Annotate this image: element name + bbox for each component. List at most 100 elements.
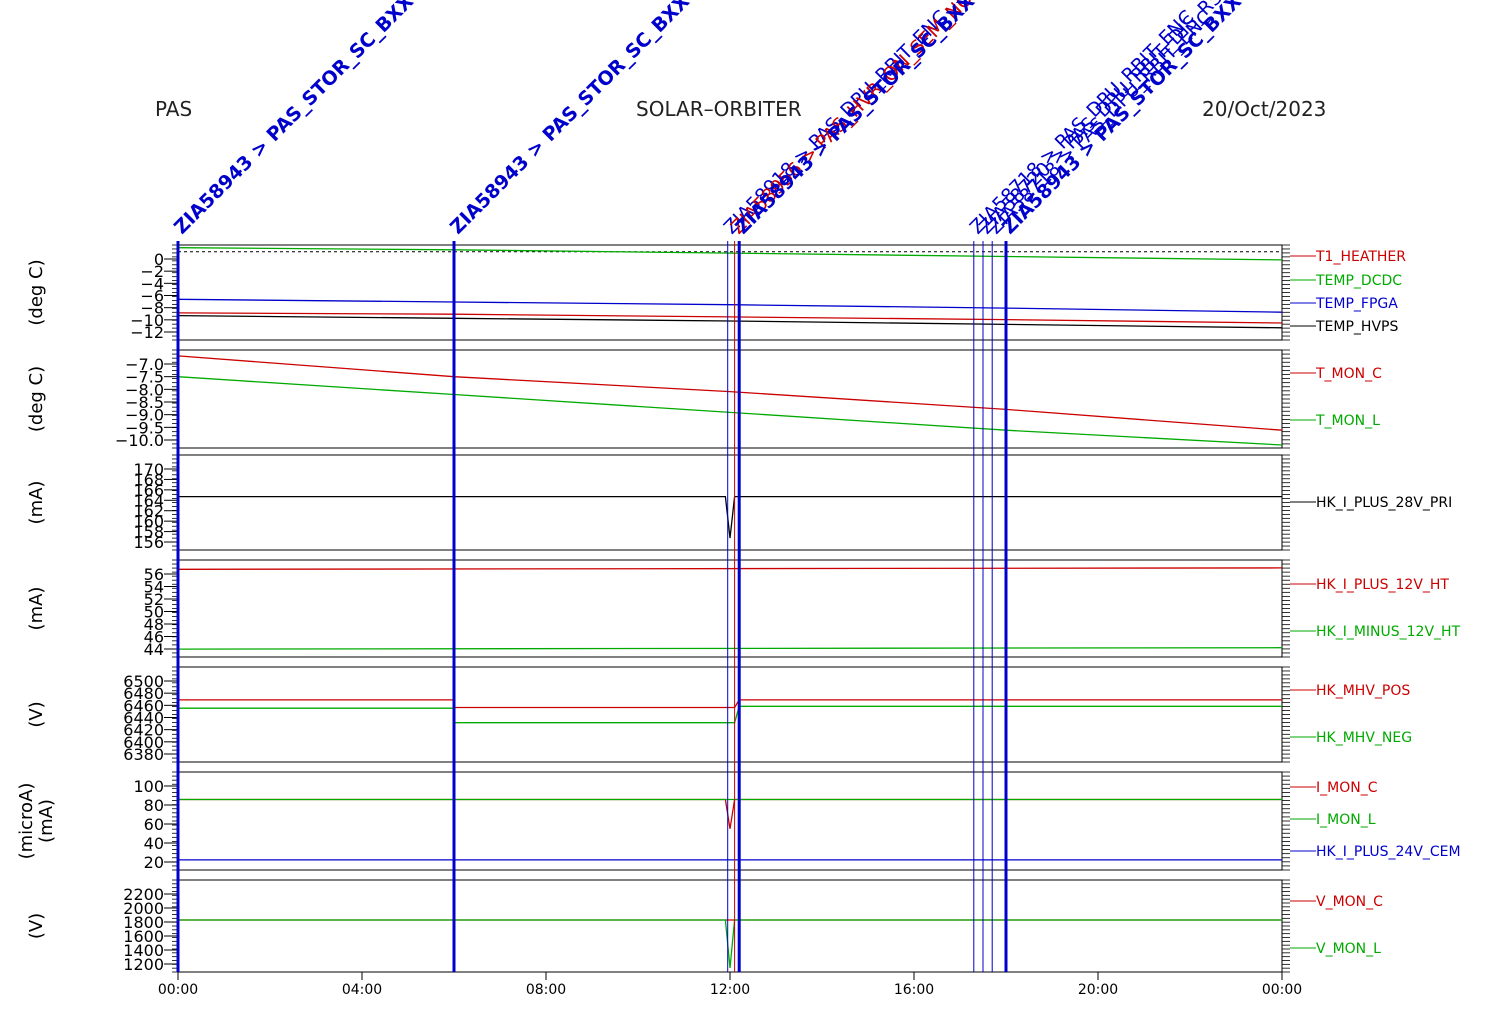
y-tick-label: 6380	[123, 745, 164, 764]
y-tick-label: 52	[144, 590, 164, 609]
y-tick-label: 50	[144, 603, 164, 622]
legend-label: TEMP_DCDC	[1315, 273, 1402, 289]
y-tick-label: 44	[144, 640, 164, 659]
event-markers: ZIA58943 > PAS_STOR_SC_BXXC ZIA58943 > PA…	[170, 0, 1255, 972]
legend-label: HK_MHV_NEG	[1316, 730, 1412, 746]
y-axis-label: (deg C)	[26, 259, 47, 325]
legend-label: T_MON_L	[1315, 413, 1380, 429]
y-tick-label: 6480	[123, 684, 164, 703]
y-tick-label: 2000	[123, 899, 164, 918]
x-tick-label: 00:00	[158, 982, 198, 998]
panel-frame	[177, 559, 1283, 658]
y-tick-label: 1400	[123, 941, 164, 960]
y-axis-label: (mA)	[26, 587, 47, 631]
y-tick-label: 1200	[123, 955, 164, 974]
y-tick-label: −8	[140, 299, 164, 318]
y-tick-label: 162	[133, 502, 164, 521]
y-tick-label: −6	[140, 287, 164, 306]
date-label: 20/Oct/2023	[1202, 97, 1326, 121]
series-line	[178, 919, 1282, 969]
y-tick-label: −4	[140, 274, 164, 293]
panel-frame	[177, 771, 1283, 871]
series-line	[177, 298, 1283, 313]
legend-label: V_MON_L	[1316, 941, 1381, 957]
y-tick-label: 56	[144, 565, 164, 584]
y-tick-label: 164	[133, 491, 164, 510]
legend-label: V_MON_C	[1316, 894, 1383, 910]
legend-label: TEMP_FPGA	[1315, 296, 1398, 312]
y-axis-label: (deg C)	[26, 366, 47, 432]
y-tick-label: −9.5	[125, 418, 164, 437]
y-tick-label: −9.0	[125, 406, 164, 425]
legend-label: HK_I_PLUS_28V_PRI	[1316, 495, 1452, 511]
series-line	[177, 312, 1283, 324]
y-tick-label: −8.5	[125, 393, 164, 412]
y-tick-label: −10.0	[115, 431, 164, 450]
legend-label: I_MON_C	[1316, 780, 1378, 796]
legend-label: HK_I_PLUS_12V_HT	[1316, 577, 1449, 593]
y-tick-label: 6460	[123, 696, 164, 715]
series-line	[177, 376, 1283, 446]
y-tick-label: −7.0	[125, 355, 164, 374]
series-line	[177, 647, 1283, 650]
x-tick-label: 12:00	[710, 982, 750, 998]
panel-2: −7.0−7.5−8.0−8.5−9.0−9.5−10.0 (deg C) T_MO…	[26, 349, 1382, 450]
legend-label: HK_MHV_POS	[1316, 683, 1410, 699]
legend-label: TEMP_HVPS	[1315, 319, 1398, 335]
legend-label: HK_I_MINUS_12V_HT	[1316, 624, 1461, 640]
x-tick-label: 08:00	[526, 982, 566, 998]
y-tick-label: 168	[133, 470, 164, 489]
y-tick-label: −10	[130, 311, 164, 330]
event-label: ZIA58943 > PAS_STOR_SC_BXXC	[170, 0, 427, 239]
y-tick-label: −12	[130, 323, 164, 342]
y-tick-label: 48	[144, 615, 164, 634]
y-tick-label: −8.0	[125, 380, 164, 399]
y-tick-label: 6420	[123, 721, 164, 740]
series-line	[177, 567, 1283, 570]
x-tick-label: 16:00	[894, 982, 934, 998]
y-axis-label: (mA)	[26, 481, 47, 525]
y-tick-label: 46	[144, 628, 164, 647]
y-tick-label: 20	[144, 853, 164, 872]
series-line	[177, 355, 1283, 431]
panel-frame	[177, 666, 1283, 763]
instrument-label: PAS	[155, 97, 192, 121]
y-tick-label: 60	[144, 815, 164, 834]
y-tick-label: 0	[154, 250, 164, 269]
y-tick-label: 170	[133, 460, 164, 479]
y-axis-label: (microA)	[16, 783, 37, 860]
time-axis: 00:00 04:00 08:00 12:00 16:00 20:00 00:00	[158, 972, 1302, 998]
y-tick-label: 6500	[123, 672, 164, 691]
y-tick-label: 156	[133, 533, 164, 552]
legend-label: T1_HEATHER	[1315, 249, 1406, 265]
y-tick-label: 2200	[123, 885, 164, 904]
series-line	[178, 705, 1282, 724]
y-axis-label: (V)	[26, 913, 47, 939]
y-tick-label: 160	[133, 512, 164, 531]
series-line	[178, 495, 1282, 539]
y-tick-label: 80	[144, 796, 164, 815]
panel-group: 0−2−4−6−8−10−12 (deg C) T1_HEATHER TEMP_DCD…	[16, 244, 1461, 974]
legend-label: HK_I_PLUS_24V_CEM	[1316, 844, 1461, 860]
series-line	[177, 314, 1283, 329]
series-line	[178, 699, 1282, 709]
y-tick-label: 1800	[123, 913, 164, 932]
y-tick-label: 1600	[123, 927, 164, 946]
y-tick-label: −2	[140, 262, 164, 281]
y-tick-label: 40	[144, 834, 164, 853]
y-tick-label: 6400	[123, 733, 164, 752]
series-line	[178, 798, 1282, 829]
y-tick-label: 100	[133, 777, 164, 796]
y-tick-label: 158	[133, 523, 164, 542]
x-tick-label: 20:00	[1078, 982, 1118, 998]
panel-frame	[177, 349, 1283, 449]
mission-label: SOLAR–ORBITER	[636, 97, 802, 121]
legend-label: I_MON_L	[1316, 812, 1376, 828]
panel-1: 0−2−4−6−8−10−12 (deg C) T1_HEATHER TEMP_DCD…	[26, 244, 1406, 342]
